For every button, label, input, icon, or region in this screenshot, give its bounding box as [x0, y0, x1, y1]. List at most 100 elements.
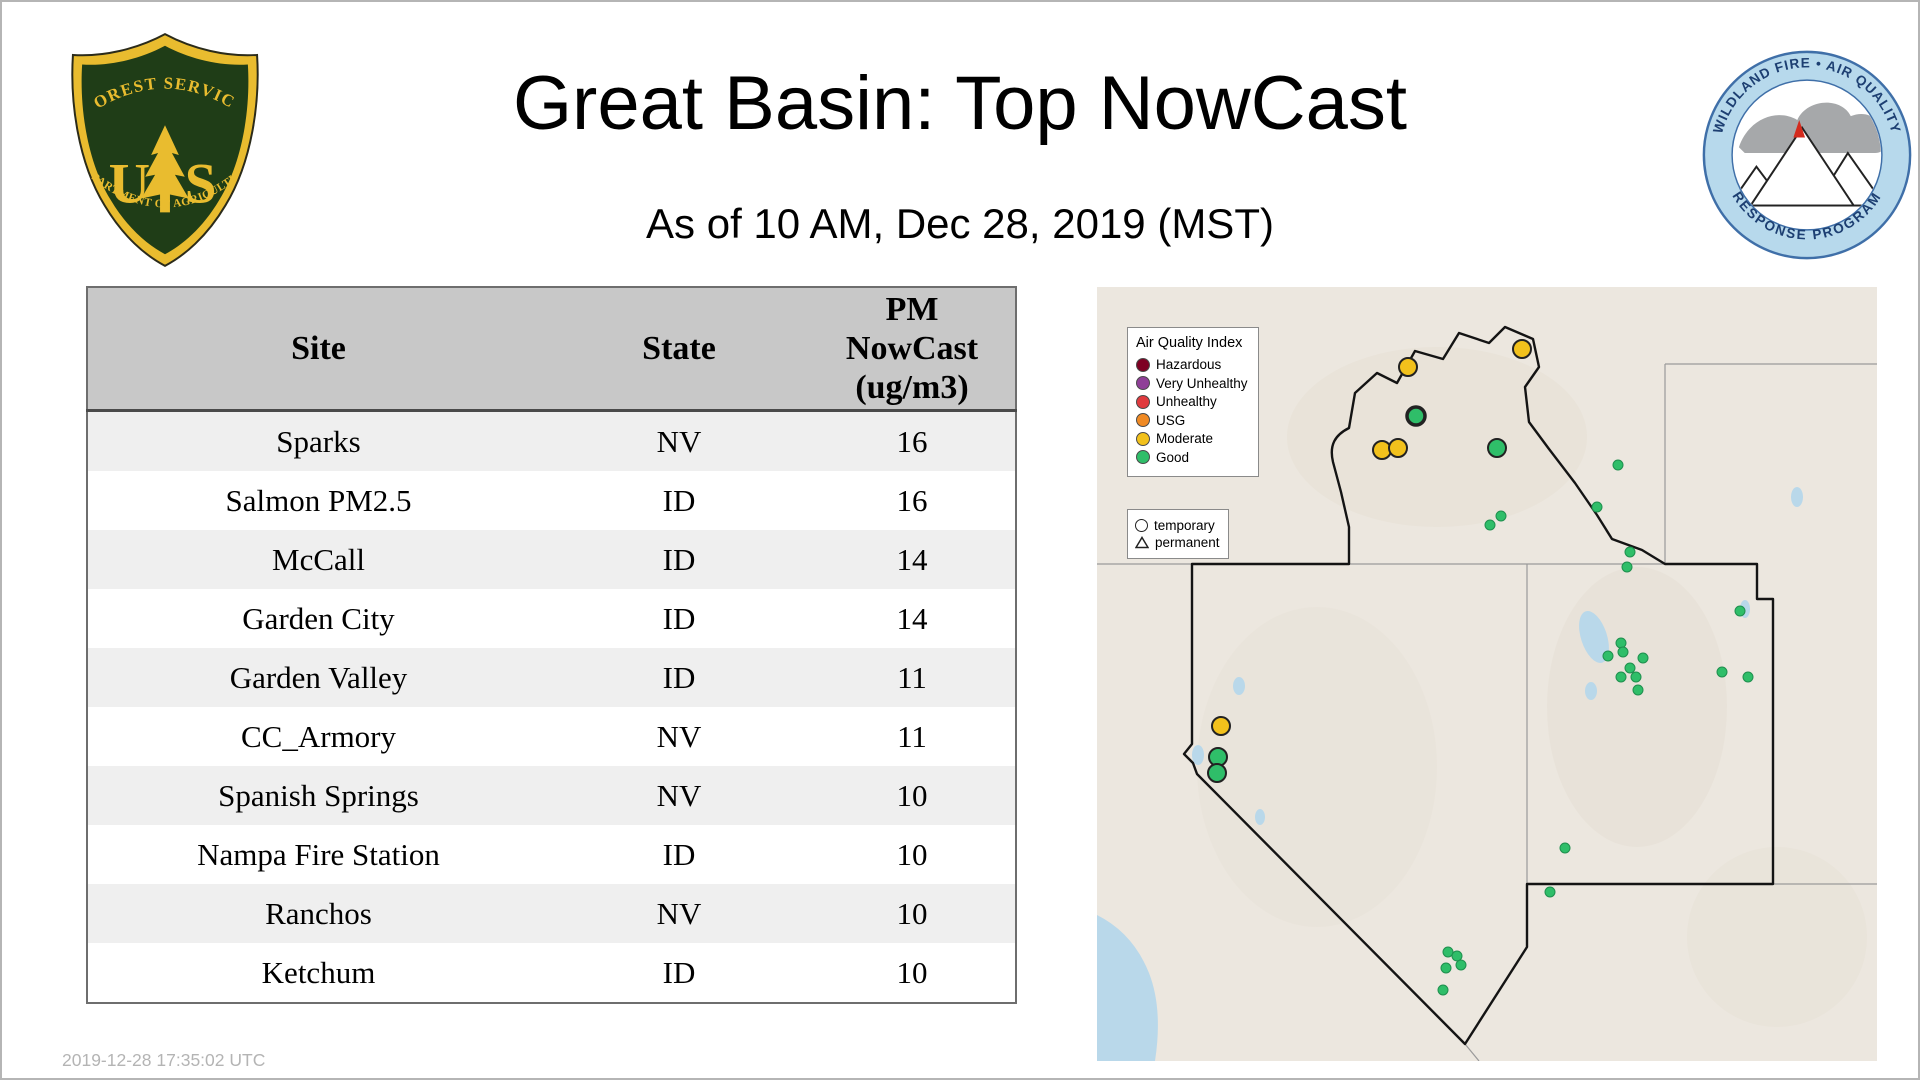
pm-cell: 10: [896, 895, 928, 931]
table-row: Nampa Fire Station ID 10: [87, 825, 1016, 884]
mountains-icon: [1733, 126, 1881, 207]
pine-tree-icon: [141, 125, 189, 213]
map-markers-small: [1437, 459, 1754, 996]
monitor-marker: [1388, 438, 1408, 458]
pm-cell: 11: [897, 718, 927, 754]
legend-item: USG: [1136, 413, 1250, 428]
state-cell: NV: [656, 423, 702, 459]
monitor-marker: [1734, 605, 1746, 617]
state-cell: ID: [662, 541, 696, 577]
state-cell: ID: [662, 954, 696, 990]
key-row-temporary: temporary: [1135, 518, 1221, 533]
monitor-marker: [1615, 637, 1627, 649]
usfs-letter-s: S: [185, 152, 217, 215]
table-row: Sparks NV 16: [87, 410, 1016, 471]
monitor-marker: [1495, 510, 1507, 522]
legend-item: Moderate: [1136, 431, 1250, 446]
pm-cell: 14: [896, 600, 928, 636]
legend-title: Air Quality Index: [1136, 335, 1243, 351]
monitor-marker: [1559, 842, 1571, 854]
monitor-marker: [1544, 886, 1556, 898]
permanent-triangle-icon: [1135, 536, 1149, 549]
site-cell: Ranchos: [265, 895, 372, 931]
map-markers-large: [1207, 339, 1532, 783]
monitor-marker: [1207, 763, 1227, 783]
table-row: Spanish Springs NV 10: [87, 766, 1016, 825]
col-header-site: Site: [87, 287, 549, 412]
pm-cell: 16: [896, 423, 928, 459]
site-cell: McCall: [272, 541, 365, 577]
nowcast-table: Site State PM NowCast (ug/m3) Sparks NV 16…: [86, 286, 1017, 1004]
map-water: [1097, 487, 1803, 1061]
legend-color-dot: [1136, 450, 1150, 464]
legend-label: Unhealthy: [1156, 394, 1217, 409]
monitor-marker: [1624, 662, 1636, 674]
legend-label: Good: [1156, 449, 1190, 465]
monitor-marker: [1612, 459, 1624, 471]
table-header-row: Site State PM NowCast (ug/m3): [87, 287, 1016, 412]
legend-color-dot: [1136, 413, 1150, 427]
temporary-label: temporary: [1154, 518, 1215, 533]
map-relief: [1197, 347, 1867, 1027]
great-basin-boundary: [1182, 325, 1775, 1046]
legend-item: Unhealthy: [1136, 394, 1250, 409]
marker-type-key: temporary permanent: [1127, 509, 1229, 559]
site-cell: Ketchum: [261, 954, 376, 990]
flame-icon: [1793, 119, 1806, 138]
site-cell: CC_Armory: [241, 718, 396, 754]
table-row: Garden Valley ID 11: [87, 648, 1016, 707]
pm-cell: 16: [896, 482, 928, 518]
monitor-marker: [1632, 684, 1644, 696]
table-row: Garden City ID 14: [87, 589, 1016, 648]
table-row: Salmon PM2.5 ID 16: [87, 471, 1016, 530]
site-cell: Garden Valley: [229, 659, 408, 695]
state-cell: NV: [656, 895, 702, 931]
page-subtitle: As of 10 AM, Dec 28, 2019 (MST): [646, 200, 1274, 247]
monitor-marker: [1621, 561, 1633, 573]
program-logo: WILDLAND FIRE • AIR QUALITY RESPONSE PRO…: [1702, 50, 1912, 260]
monitor-marker: [1437, 984, 1449, 996]
monitor-marker: [1405, 405, 1427, 427]
col-header-pm: PM NowCast (ug/m3): [809, 287, 1016, 412]
key-row-permanent: permanent: [1135, 535, 1221, 550]
legend-color-dot: [1136, 376, 1150, 390]
monitor-marker: [1716, 666, 1728, 678]
temporary-circle-icon: [1135, 519, 1148, 532]
state-cell: ID: [662, 836, 696, 872]
legend-color-dot: [1136, 357, 1150, 372]
smoke-plume-icon: [1738, 102, 1881, 154]
state-cell: ID: [662, 659, 696, 695]
pm-cell: 10: [896, 954, 928, 990]
pm-cell: 10: [896, 836, 928, 872]
monitor-marker: [1440, 962, 1452, 974]
legend-color-dot: [1136, 431, 1150, 446]
state-cell: ID: [662, 482, 696, 518]
table-row: Ranchos NV 10: [87, 884, 1016, 943]
monitor-marker: [1211, 716, 1231, 736]
monitor-marker: [1398, 357, 1418, 377]
monitor-marker: [1637, 652, 1649, 664]
legend-item: Good: [1136, 450, 1250, 465]
legend-label: USG: [1156, 412, 1186, 428]
site-cell: Salmon PM2.5: [225, 482, 412, 518]
state-cell: ID: [662, 600, 696, 636]
monitor-marker: [1630, 671, 1642, 683]
state-borders: [1097, 363, 1877, 1061]
site-cell: Spanish Springs: [218, 777, 419, 813]
pm-cell: 11: [897, 659, 927, 695]
usfs-logo: FOREST SERVICE U S DEPARTMENT OF AGRICUL…: [66, 30, 259, 267]
monitor-marker: [1617, 646, 1629, 658]
table-row: Ketchum ID 10: [87, 943, 1016, 1003]
monitor-marker: [1455, 959, 1467, 971]
great-basin-map: Air Quality Index Hazardous Very Unhealth…: [1097, 287, 1877, 1061]
monitor-marker: [1742, 671, 1754, 683]
footer-timestamp: 2019-12-28 17:35:02 UTC: [62, 1050, 266, 1070]
legend-item: Very Unhealthy: [1136, 376, 1250, 391]
monitor-marker: [1602, 650, 1614, 662]
state-cell: NV: [656, 718, 702, 754]
table-row: CC_Armory NV 11: [87, 707, 1016, 766]
monitor-marker: [1615, 671, 1627, 683]
legend-color-dot: [1136, 394, 1150, 409]
monitor-marker: [1442, 946, 1454, 958]
